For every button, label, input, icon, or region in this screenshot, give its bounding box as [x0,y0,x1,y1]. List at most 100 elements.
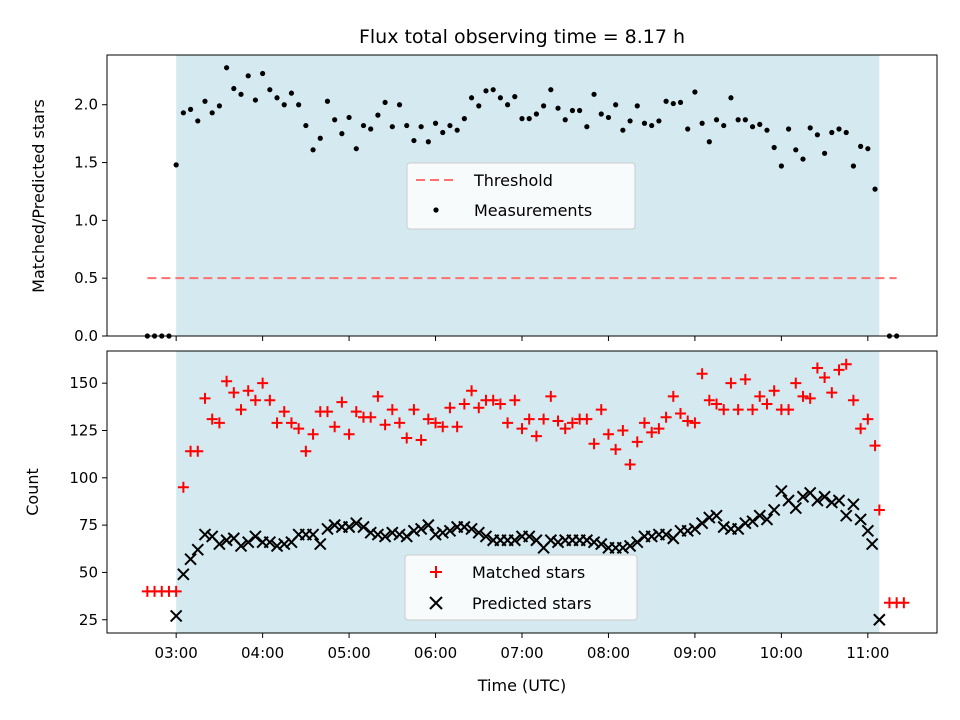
matched-star-marker [660,411,672,423]
legend-measurements-swatch [433,207,439,213]
xtick-label: 05:00 [327,644,370,662]
measurement-point [483,88,489,94]
xtick-label: 09:00 [673,644,716,662]
predicted-star-marker [306,528,320,541]
measurement-point [260,70,266,77]
measurement-point [490,87,496,93]
matched-star-marker [249,394,261,406]
matched-star-marker [747,404,759,416]
measurement-point [245,73,251,79]
top-legend-box [406,162,636,230]
matched-star-marker [228,387,240,399]
matched-star-marker [624,459,636,471]
measurement-point [721,122,727,129]
matched-star-marker [790,377,802,389]
predicted-star-marker [587,535,601,549]
xtick-label: 06:00 [414,644,457,662]
matched-star-marker [422,413,434,425]
xtick-label: 08:00 [587,644,630,662]
predicted-star-marker [508,534,522,547]
measurement-point [195,118,201,124]
measurement-point [685,126,691,132]
measurement-point [202,98,208,104]
measurement-point [461,116,467,122]
measurement-point [785,126,792,132]
measurement-point [641,120,648,126]
matched-star-marker [235,404,247,416]
matched-star-marker [242,385,254,397]
measurement-point [353,146,359,152]
measurement-point [209,110,215,116]
measurement-point [613,102,619,108]
matched-star-marker [610,443,622,455]
matched-star-marker [566,417,578,429]
matched-star-marker [307,428,319,440]
matched-star-marker [530,430,542,442]
matched-star-marker [300,445,312,457]
matched-star-marker [804,392,816,404]
predicted-star-marker [645,530,658,543]
matched-star-marker [847,394,859,406]
matched-star-marker [516,423,528,435]
predicted-star-marker [436,526,449,539]
measurement-point [843,129,849,136]
bottom-y-axis-ticks: 25 50 75 100 125 150 [69,374,107,629]
predicted-star-marker [328,518,341,532]
matched-star-marker [293,423,305,435]
measurement-point [605,114,612,121]
measurement-point [238,91,244,97]
measurement-point [793,147,799,153]
predicted-star-marker [314,537,327,551]
predicted-star-marker [861,524,875,538]
measurement-point [382,99,388,106]
measurement-point [497,95,503,101]
bottom-legend-box [404,554,638,621]
xtick-label: 11:00 [846,644,889,662]
measurement-point [850,163,857,169]
matched-star-marker [466,385,478,397]
measurement-point [231,85,237,92]
measurement-point [649,122,655,129]
bottom-legend: Matched stars Predicted stars [404,554,638,621]
predicted-star-marker [703,511,716,524]
bottom-y-axis-label: Count [23,468,42,516]
predicted-star-marker [443,524,457,538]
measurement-point [757,121,763,127]
measurement-point [584,124,590,130]
measurement-point [771,144,777,151]
matched-star-marker [826,387,838,399]
matched-star-marker [869,440,881,452]
measurement-point [749,124,756,130]
matched-star-marker [545,390,557,402]
predicted-star-marker [321,522,334,536]
matched-star-marker [473,402,485,414]
matched-star-marker [754,390,766,402]
matched-star-marker [343,428,355,440]
measurement-point [296,102,302,108]
predicted-star-marker [465,522,478,536]
bottom-ytick-label: 150 [69,374,98,392]
measurement-point [562,117,568,123]
matched-star-marker [206,413,218,425]
measurement-point [692,89,698,95]
xtick-label: 04:00 [241,644,284,662]
matched-star-marker [321,406,333,418]
predicted-star-marker [220,534,233,547]
measurement-point [555,105,561,111]
measurement-point [375,112,381,118]
measurement-point [267,87,273,93]
matched-star-marker [595,404,607,416]
matched-star-marker [739,373,751,385]
matched-star-marker [177,481,189,493]
measurement-point [310,147,316,153]
matched-star-marker [682,415,694,427]
matched-star-marker [494,398,506,410]
measurement-point [872,186,878,192]
xtick-label: 03:00 [155,644,198,662]
measurement-point [728,95,734,101]
matched-star-marker [588,438,600,450]
matched-star-marker [819,371,831,383]
predicted-star-marker [198,528,212,541]
matched-star-marker [689,417,701,429]
